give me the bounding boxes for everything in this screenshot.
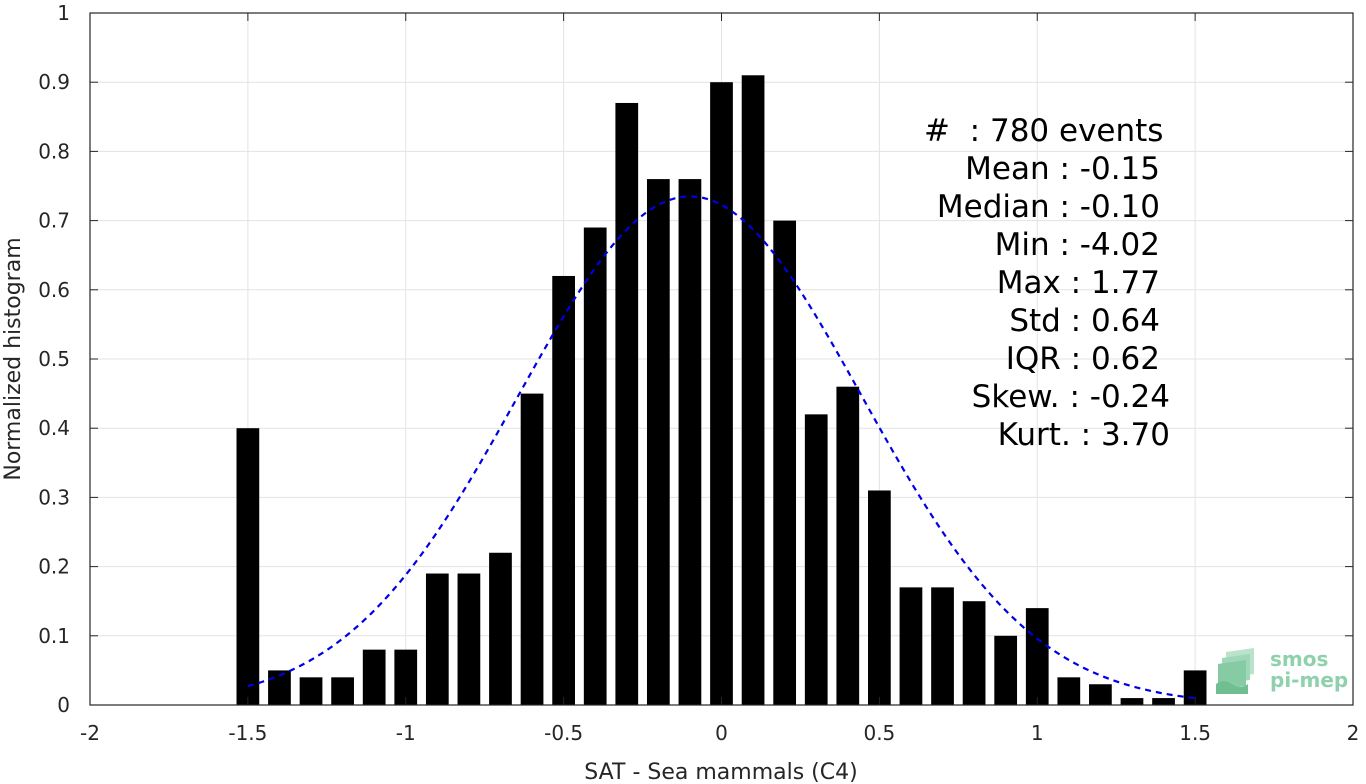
x-tick-label: -2 — [80, 721, 100, 745]
histogram-bar — [394, 649, 418, 705]
y-tick-label: 0.9 — [38, 70, 70, 94]
histogram-bar — [741, 75, 765, 705]
x-tick-label: -1 — [396, 721, 416, 745]
histogram-bar — [236, 428, 260, 705]
histogram-bar — [1120, 698, 1144, 705]
stat-min: Min : -4.02 — [994, 227, 1160, 263]
stat-std: Std : 0.64 — [1009, 303, 1160, 339]
histogram-bar — [899, 587, 923, 705]
histogram-bar — [552, 275, 575, 705]
histogram-bar — [362, 649, 386, 705]
smos-pimep-logo: smos pi-mep — [1214, 644, 1354, 698]
histogram-bar — [489, 552, 512, 705]
histogram-bar — [1089, 684, 1112, 705]
histogram-bar — [268, 670, 291, 705]
histogram-bar — [1057, 677, 1081, 705]
logo-text-pimep: pi-mep — [1270, 668, 1349, 692]
histogram-bar — [710, 82, 733, 705]
x-tick-label: -1.5 — [228, 721, 267, 745]
stat-max: Max : 1.77 — [996, 265, 1160, 301]
logo-waves-icon — [1216, 648, 1254, 694]
histogram-bar — [331, 677, 354, 705]
stat-kurt: Kurt. : 3.70 — [997, 417, 1170, 453]
histogram-bar — [773, 220, 797, 705]
y-tick-label: 0.6 — [38, 278, 70, 302]
normal-fit-curve — [247, 195, 1196, 700]
histogram-bar — [615, 102, 639, 705]
y-tick-label: 0.4 — [38, 416, 70, 440]
axes — [89, 12, 1354, 706]
stat-skew: Skew. : -0.24 — [971, 379, 1170, 415]
y-tick-label: 0.7 — [38, 209, 70, 233]
x-tick-label: 0.5 — [863, 721, 895, 745]
y-tick-label: 0.5 — [38, 347, 70, 371]
stat-median: Median : -0.10 — [936, 189, 1160, 225]
y-tick-label: 0.1 — [38, 624, 70, 648]
x-tick-label: 0 — [715, 721, 728, 745]
y-tick-labels: 0 0.1 0.2 0.3 0.4 0.5 0.6 0.7 0.8 0.9 1 — [38, 1, 70, 717]
y-tick-label: 0 — [57, 693, 70, 717]
histogram-bars — [236, 75, 1207, 705]
logo-text-smos: smos — [1270, 647, 1329, 671]
histogram-bar — [646, 179, 670, 705]
y-tick-label: 0.2 — [38, 555, 70, 579]
stat-iqr: IQR : 0.62 — [1005, 341, 1160, 377]
x-tick-labels: -2 -1.5 -1 -0.5 0 0.5 1 1.5 2 — [80, 721, 1359, 745]
histogram-bar — [678, 179, 702, 705]
stat-events: # : 780 events — [924, 113, 1164, 149]
histogram-bar — [1183, 670, 1207, 705]
x-axis-label: SAT - Sea mammals (C4) — [584, 760, 857, 784]
y-tick-label: 1 — [57, 1, 70, 25]
histogram-bar — [299, 677, 323, 705]
histogram-bar — [425, 573, 449, 705]
x-tick-label: -0.5 — [544, 721, 583, 745]
x-tick-label: 1.5 — [1179, 721, 1211, 745]
histogram-bar — [994, 635, 1018, 705]
histogram-bar — [1152, 698, 1175, 705]
y-axis-label: Normalized histogram — [1, 237, 26, 480]
stat-mean: Mean : -0.15 — [965, 151, 1160, 187]
axes-frame — [89, 12, 1354, 706]
histogram-bar — [804, 414, 828, 705]
histogram-bar — [931, 587, 954, 705]
x-tick-label: 1 — [1031, 721, 1044, 745]
histogram-bar — [583, 227, 607, 705]
histogram-bar — [1025, 608, 1049, 705]
histogram-bar — [868, 490, 891, 705]
y-tick-label: 0.8 — [38, 139, 70, 163]
histogram-bar — [520, 393, 544, 705]
histogram-bar — [962, 601, 986, 705]
histogram-bar — [457, 573, 481, 705]
y-tick-label: 0.3 — [38, 485, 70, 509]
histogram-bar — [836, 386, 860, 705]
x-tick-label: 2 — [1347, 721, 1360, 745]
